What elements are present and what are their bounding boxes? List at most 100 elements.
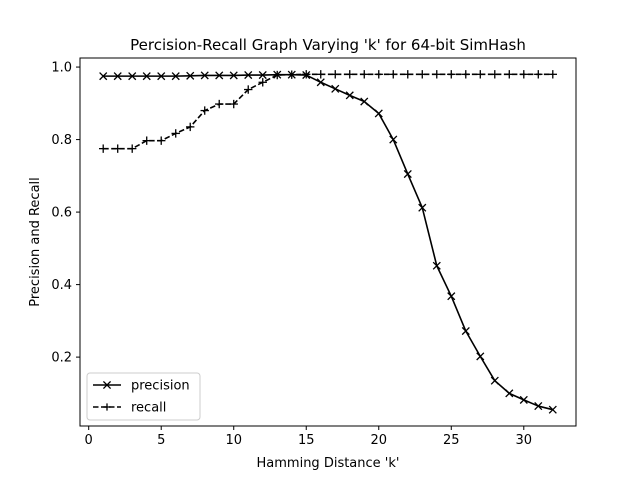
- data-point-recall: [505, 70, 514, 79]
- legend-label-recall: recall: [131, 401, 166, 416]
- data-point-precision: [476, 352, 485, 361]
- data-point-precision: [548, 405, 557, 414]
- data-point-recall: [215, 99, 224, 109]
- x-tick-label: 25: [443, 433, 460, 448]
- marker-stroke: [534, 401, 543, 411]
- data-point-recall: [534, 70, 543, 79]
- data-point-precision: [374, 109, 383, 118]
- marker-stroke: [142, 72, 151, 81]
- marker-stroke: [200, 71, 209, 80]
- data-point-recall: [273, 70, 282, 80]
- data-point-recall: [389, 70, 398, 79]
- marker-stroke: [99, 72, 108, 81]
- data-point-precision: [331, 84, 340, 93]
- x-tick-label: 10: [225, 433, 242, 448]
- data-point-precision: [418, 203, 427, 212]
- marker-stroke: [244, 70, 253, 80]
- legend: precision recall: [86, 372, 201, 421]
- data-point-precision: [229, 71, 238, 80]
- data-point-recall: [171, 129, 180, 138]
- data-point-precision: [461, 326, 470, 336]
- y-tick-label: 0.8: [51, 133, 72, 148]
- data-point-precision: [345, 91, 354, 100]
- data-point-recall: [142, 136, 151, 145]
- data-point-recall: [374, 70, 383, 79]
- data-point-recall: [99, 144, 108, 153]
- marker-stroke: [519, 395, 528, 404]
- marker-stroke: [229, 71, 238, 80]
- data-point-precision: [113, 72, 122, 81]
- data-point-recall: [490, 70, 499, 79]
- marker-stroke: [389, 135, 398, 144]
- plot-area: [99, 70, 557, 414]
- y-tick-label: 0.4: [51, 278, 72, 293]
- data-point-recall: [418, 70, 427, 79]
- y-tick-label: 0.2: [51, 351, 72, 366]
- x-tick-label: 0: [85, 433, 93, 448]
- marker-stroke: [258, 70, 267, 80]
- x-tick-label: 5: [157, 433, 165, 448]
- axes-frame: [79, 57, 577, 427]
- marker-stroke: [403, 169, 412, 179]
- marker-stroke: [331, 84, 340, 93]
- data-point-recall: [302, 70, 311, 79]
- data-point-recall: [244, 85, 253, 94]
- marker-stroke: [374, 109, 383, 118]
- data-point-precision: [258, 70, 267, 80]
- data-point-precision: [142, 72, 151, 81]
- data-point-recall: [258, 78, 267, 87]
- marker-stroke: [505, 389, 514, 398]
- data-point-recall: [186, 122, 195, 132]
- data-point-precision: [215, 71, 224, 80]
- data-point-precision: [316, 78, 325, 87]
- data-point-precision: [244, 70, 253, 80]
- data-point-precision: [534, 401, 543, 411]
- series-line-recall: [103, 73, 553, 150]
- marker-stroke: [360, 97, 369, 106]
- marker-stroke: [548, 405, 557, 414]
- marker-stroke: [345, 91, 354, 100]
- data-point-recall: [432, 70, 441, 79]
- legend-label-precision: precision: [131, 379, 190, 394]
- marker-stroke: [186, 71, 195, 80]
- data-point-precision: [389, 135, 398, 144]
- data-point-precision: [157, 72, 166, 81]
- marker-stroke: [476, 352, 485, 361]
- data-point-precision: [490, 376, 499, 385]
- data-point-precision: [505, 389, 514, 398]
- y-tick-label: 1.0: [51, 61, 72, 76]
- marker-stroke: [316, 78, 325, 87]
- data-point-recall: [476, 70, 485, 79]
- data-point-precision: [186, 71, 195, 80]
- data-point-precision: [403, 169, 412, 179]
- data-point-recall: [331, 70, 340, 79]
- data-point-recall: [519, 70, 528, 79]
- marker-stroke: [113, 72, 122, 81]
- chart-title: Percision-Recall Graph Varying 'k' for 6…: [130, 36, 526, 54]
- y-tick-label: 0.6: [51, 206, 72, 221]
- marker-stroke: [215, 71, 224, 80]
- marker-stroke: [432, 261, 441, 270]
- data-point-precision: [171, 72, 180, 81]
- data-point-recall: [128, 144, 137, 153]
- data-point-recall: [345, 70, 354, 79]
- x-tick-label: 30: [516, 433, 533, 448]
- data-point-precision: [99, 72, 108, 81]
- x-axis-title: Hamming Distance 'k': [257, 456, 400, 471]
- marker-stroke: [418, 203, 427, 212]
- marker-stroke: [447, 292, 456, 301]
- data-point-precision: [519, 395, 528, 404]
- x-tick-label: 20: [370, 433, 387, 448]
- data-point-recall: [447, 70, 456, 79]
- axes: 0 5 10 15 20 25 30 0.2 0.4 0.6 0.8 1.0: [51, 57, 577, 448]
- legend-marker-stroke: [102, 380, 112, 390]
- data-point-recall: [548, 70, 557, 79]
- y-axis-title: Precision and Recall: [28, 177, 43, 307]
- data-point-precision: [432, 261, 441, 270]
- data-point-recall: [461, 70, 470, 79]
- marker-stroke: [171, 72, 180, 81]
- data-point-recall: [360, 70, 369, 79]
- marker-stroke: [157, 72, 166, 81]
